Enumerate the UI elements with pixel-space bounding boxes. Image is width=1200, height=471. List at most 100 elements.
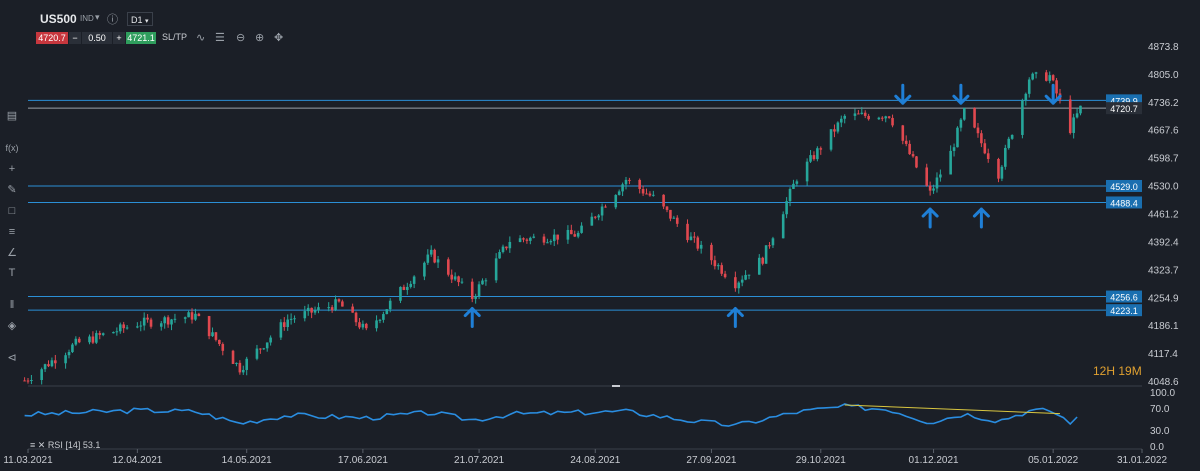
candle-body xyxy=(672,217,676,219)
level-price-tag xyxy=(1106,179,1142,192)
panel-resize-handle xyxy=(612,385,620,387)
down-arrow-marker xyxy=(1044,83,1062,105)
y-tick-label: 4186.1 xyxy=(1148,321,1179,332)
level-price-label: 4739.9 xyxy=(1110,96,1138,106)
x-tick-label: 17.06.2021 xyxy=(338,455,388,466)
candle-body xyxy=(867,115,870,120)
candle-body xyxy=(593,216,597,218)
candle-body xyxy=(836,122,840,132)
down-arrow-marker xyxy=(894,83,912,105)
info-icon[interactable]: ⓘ xyxy=(107,14,118,26)
spread-plus-button[interactable]: + xyxy=(113,32,125,44)
sell-price-button[interactable]: 4720.7 xyxy=(36,32,68,44)
y-tick-label: 4461.2 xyxy=(1148,210,1179,221)
candle-body xyxy=(546,242,549,244)
sltp-button[interactable]: SL/TP xyxy=(162,32,188,42)
candle-body xyxy=(532,236,536,238)
candle-body xyxy=(1048,75,1052,81)
candle-body xyxy=(30,380,33,382)
text-icon[interactable]: T xyxy=(8,267,16,279)
pencil-icon[interactable]: ✎ xyxy=(7,184,17,196)
rsi-tick-label: 30.0 xyxy=(1150,426,1170,437)
timeframe-select[interactable]: D1 ▾ xyxy=(127,12,153,26)
candle-body xyxy=(426,254,430,263)
zoom-in-icon[interactable]: ⊕ xyxy=(255,32,265,44)
candle-body xyxy=(330,307,334,311)
candle-body xyxy=(1045,72,1048,81)
y-tick-label: 4598.7 xyxy=(1148,154,1179,165)
function-icon[interactable]: f(x) xyxy=(5,143,19,153)
share-icon[interactable]: ⊲ xyxy=(7,352,17,364)
candle-body xyxy=(604,206,607,208)
candle-body xyxy=(833,129,836,132)
candle-body xyxy=(231,350,235,364)
y-tick-label: 4667.6 xyxy=(1148,126,1179,137)
candle-body xyxy=(245,358,248,370)
candle-body xyxy=(71,344,74,353)
line-tool-icon[interactable]: ∿ xyxy=(196,32,206,44)
candle-body xyxy=(669,209,672,219)
candle-body xyxy=(494,258,498,281)
zoom-out-icon[interactable]: ⊖ xyxy=(236,32,246,44)
chart-type-icon[interactable]: ▤ xyxy=(6,110,18,122)
candle-body xyxy=(406,286,409,290)
candle-body xyxy=(354,312,358,323)
candle-body xyxy=(453,276,457,280)
chevron-down-icon[interactable]: ▾ xyxy=(95,12,100,22)
candle-body xyxy=(925,167,929,186)
rsi-tick-label: 100.0 xyxy=(1150,388,1175,399)
candle-body xyxy=(983,143,987,154)
candle-body xyxy=(194,313,197,320)
y-tick-label: 4805.0 xyxy=(1148,70,1179,81)
candle-body xyxy=(269,337,272,343)
spread-minus-button[interactable]: − xyxy=(69,32,81,44)
candle-body xyxy=(757,257,761,275)
candle-body xyxy=(460,281,464,283)
level-price-label: 4488.4 xyxy=(1110,198,1138,208)
candle-body xyxy=(788,188,792,202)
crosshair-icon[interactable]: + xyxy=(8,163,16,175)
candle-body xyxy=(877,117,881,120)
candle-body xyxy=(696,237,700,249)
rectangle-icon[interactable]: □ xyxy=(8,205,16,217)
x-tick-label: 11.03.2021 xyxy=(3,455,53,466)
candle-body xyxy=(956,127,959,148)
y-tick-label: 4736.2 xyxy=(1148,98,1179,109)
candle-body xyxy=(187,312,190,318)
candle-body xyxy=(477,284,481,297)
candle-body xyxy=(1034,72,1038,74)
candle-body xyxy=(908,143,911,155)
candle-body xyxy=(522,238,525,240)
candle-body xyxy=(1000,166,1004,179)
fan-icon[interactable]: ∠ xyxy=(7,247,17,259)
buy-price-button[interactable]: 4721.1 xyxy=(126,32,156,44)
candle-body xyxy=(118,324,122,332)
candle-body xyxy=(481,280,484,285)
fib-icon[interactable]: ≡ xyxy=(8,226,16,238)
candle-body xyxy=(136,326,139,328)
candle-body xyxy=(450,274,454,280)
candle-body xyxy=(40,369,43,381)
level-price-label: 4720.7 xyxy=(1110,104,1138,114)
candle-body xyxy=(306,307,310,312)
symbol-name[interactable]: US500 xyxy=(40,12,77,26)
layers-icon[interactable]: ◈ xyxy=(7,320,17,332)
candle-body xyxy=(183,317,187,319)
candle-body xyxy=(771,238,775,246)
symbol-suffix: IND xyxy=(80,14,94,23)
candle-body xyxy=(805,161,809,182)
candle-body xyxy=(501,246,505,253)
candle-body xyxy=(241,369,245,373)
objects-icon[interactable]: ‖ xyxy=(9,299,15,311)
candle-body xyxy=(665,206,669,210)
move-icon[interactable]: ✥ xyxy=(274,32,284,44)
candle-body xyxy=(293,318,296,320)
candle-body xyxy=(1007,138,1011,148)
candle-body xyxy=(361,323,365,328)
candle-body xyxy=(365,323,368,329)
candle-body xyxy=(1068,99,1072,133)
candle-body xyxy=(1055,80,1058,94)
rsi-settings-icon[interactable]: ≡ ✕ xyxy=(30,440,46,450)
bars-tool-icon[interactable]: ☰ xyxy=(215,32,225,44)
